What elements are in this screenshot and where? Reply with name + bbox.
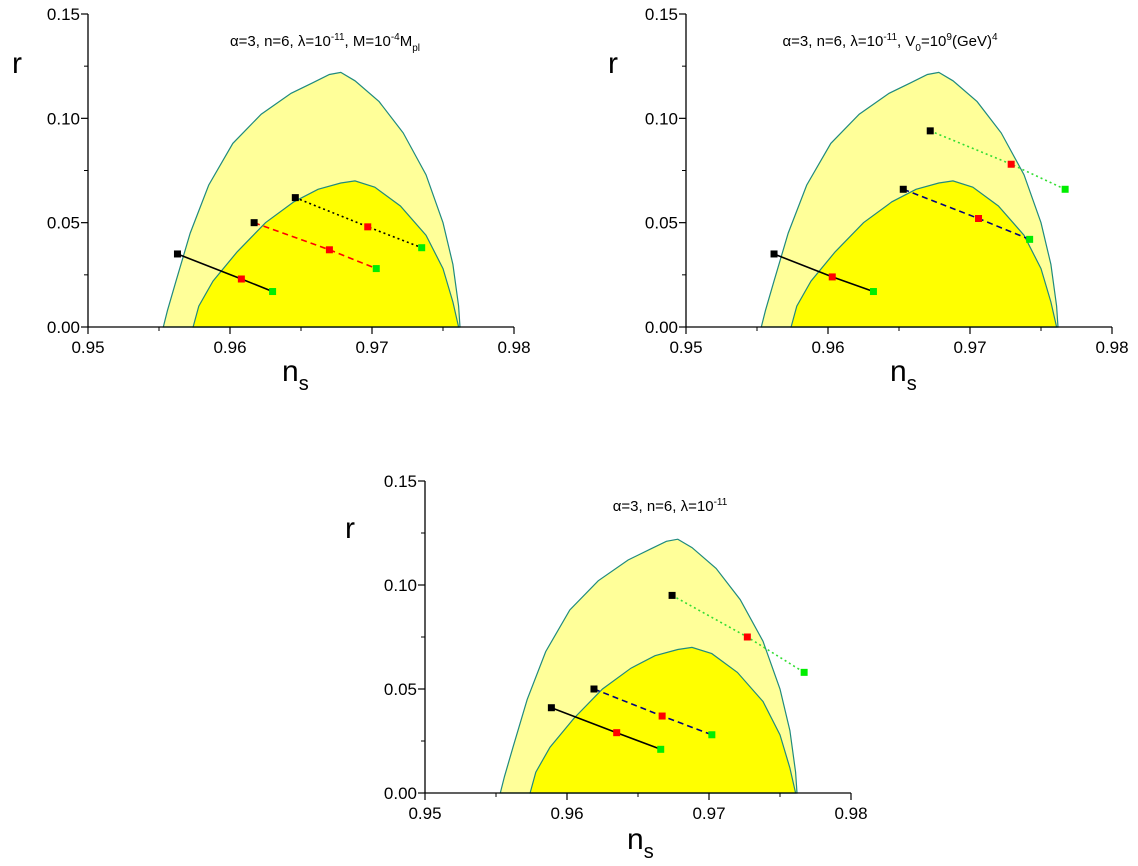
data-point xyxy=(828,273,836,281)
data-point xyxy=(800,668,808,676)
data-point xyxy=(325,246,333,254)
x-tick-label: 0.97 xyxy=(355,338,388,357)
contour-inner xyxy=(529,646,797,794)
contour-inner xyxy=(192,180,460,328)
y-tick-label: 0.05 xyxy=(645,214,678,233)
x-tick-label: 0.98 xyxy=(497,338,530,357)
data-point xyxy=(975,214,983,222)
chart-panel-top-right: α=3, n=6, λ=10-11, V0=109(GeV)4 r ns 0.9… xyxy=(608,5,1129,395)
x-tick-label: 0.98 xyxy=(834,804,867,823)
data-point xyxy=(547,704,555,712)
data-point xyxy=(250,219,258,227)
data-point xyxy=(1061,185,1069,193)
data-point xyxy=(899,185,907,193)
y-tick-label: 0.10 xyxy=(645,109,678,128)
x-axis-label: ns xyxy=(627,823,654,863)
data-point xyxy=(770,250,778,258)
y-tick-label: 0.05 xyxy=(47,214,80,233)
chart-title: α=3, n=6, λ=10-11, M=10-4Mpl xyxy=(230,32,420,54)
chart-panel-top-left: α=3, n=6, λ=10-11, M=10-4Mpl r ns 0.95 0.… xyxy=(12,5,531,395)
data-point xyxy=(668,591,676,599)
data-point xyxy=(269,288,277,296)
x-tick-label: 0.98 xyxy=(1095,338,1128,357)
chart-title: α=3, n=6, λ=10-11, V0=109(GeV)4 xyxy=(782,32,998,54)
series-line-3 xyxy=(295,196,422,249)
y-tick-label: 0.10 xyxy=(384,576,417,595)
x-tick-label: 0.95 xyxy=(71,338,104,357)
y-tick-label: 0.00 xyxy=(384,784,417,803)
y-axis-label: r xyxy=(345,512,355,545)
x-tick-label: 0.96 xyxy=(550,804,583,823)
data-point xyxy=(926,127,934,135)
y-tick-label: 0.10 xyxy=(47,109,80,128)
data-point xyxy=(658,712,666,720)
x-axis-label: ns xyxy=(282,355,309,395)
data-point xyxy=(418,244,426,252)
data-point xyxy=(613,729,621,737)
chart-panel-bottom: α=3, n=6, λ=10-11 r ns 0.95 0.96 0.97 0.98 0… xyxy=(345,472,868,863)
data-point xyxy=(173,250,181,258)
chart-title: α=3, n=6, λ=10-11 xyxy=(613,497,728,515)
x-tick-label: 0.96 xyxy=(213,338,246,357)
data-point xyxy=(364,223,372,231)
data-point xyxy=(237,275,245,283)
x-tick-label: 0.96 xyxy=(811,338,844,357)
y-tick-label: 0.15 xyxy=(384,472,417,491)
data-point xyxy=(657,745,665,753)
x-tick-label: 0.97 xyxy=(953,338,986,357)
y-tick-label: 0.15 xyxy=(645,5,678,24)
data-point xyxy=(590,685,598,693)
x-tick-label: 0.97 xyxy=(692,804,725,823)
data-point xyxy=(1026,235,1034,243)
y-axis-label: r xyxy=(608,47,618,80)
y-tick-label: 0.05 xyxy=(384,680,417,699)
x-axis-label: ns xyxy=(890,355,917,395)
data-point xyxy=(708,731,716,739)
data-point xyxy=(743,633,751,641)
data-point xyxy=(869,288,877,296)
y-axis-label: r xyxy=(12,47,22,80)
data-point xyxy=(372,265,380,273)
y-tick-label: 0.00 xyxy=(47,318,80,337)
data-point xyxy=(291,194,299,202)
y-tick-label: 0.15 xyxy=(47,5,80,24)
data-point xyxy=(1007,160,1015,168)
y-tick-label: 0.00 xyxy=(645,318,678,337)
x-tick-label: 0.95 xyxy=(669,338,702,357)
x-tick-label: 0.95 xyxy=(408,804,441,823)
contour-inner xyxy=(790,180,1058,328)
